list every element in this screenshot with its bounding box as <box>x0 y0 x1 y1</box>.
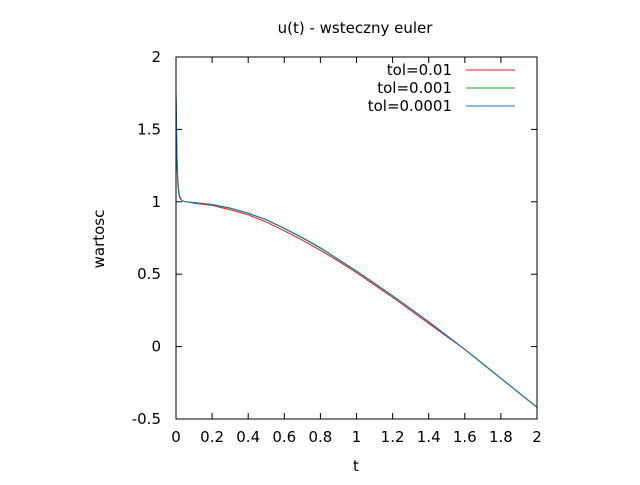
x-tick-label: 0.4 <box>236 428 260 446</box>
x-tick-label: 0.2 <box>200 428 224 446</box>
x-tick-label: 0.8 <box>308 428 332 446</box>
series-lines <box>175 91 538 408</box>
legend-label-1: tol=0.01 <box>387 61 452 79</box>
y-tick-label: 1 <box>151 193 161 211</box>
y-tick-label: 1.5 <box>137 120 161 138</box>
x-tick-label: 1.2 <box>381 428 405 446</box>
legend-label-2: tol=0.001 <box>377 79 452 97</box>
chart-title: u(t) - wsteczny euler <box>278 19 434 37</box>
y-tick-label: 0.5 <box>137 265 161 283</box>
x-tick-label: 1.6 <box>453 428 477 446</box>
legend-label-3: tol=0.0001 <box>368 97 452 115</box>
axis-ticks: 0 0.2 0.4 0.6 0.8 1 1.2 1.4 1.6 1.8 2 -0.5 0 0.5 1 1.5 2 <box>132 48 542 446</box>
y-tick-label: 2 <box>151 48 161 66</box>
x-tick-label: 0 <box>171 428 181 446</box>
x-tick-label: 2 <box>532 428 542 446</box>
x-tick-label: 0.6 <box>272 428 296 446</box>
y-tick-label: 0 <box>151 338 161 356</box>
plot-frame <box>175 56 538 420</box>
x-axis-label: t <box>353 457 359 475</box>
y-tick-label: -0.5 <box>132 410 161 428</box>
x-tick-label: 1.4 <box>417 428 441 446</box>
x-tick-label: 1.8 <box>489 428 513 446</box>
series-line-1 <box>175 94 538 408</box>
series-line-2 <box>175 91 538 408</box>
y-axis-label: wartosc <box>90 210 108 269</box>
x-tick-label: 1 <box>352 428 362 446</box>
series-line-3 <box>175 91 538 408</box>
